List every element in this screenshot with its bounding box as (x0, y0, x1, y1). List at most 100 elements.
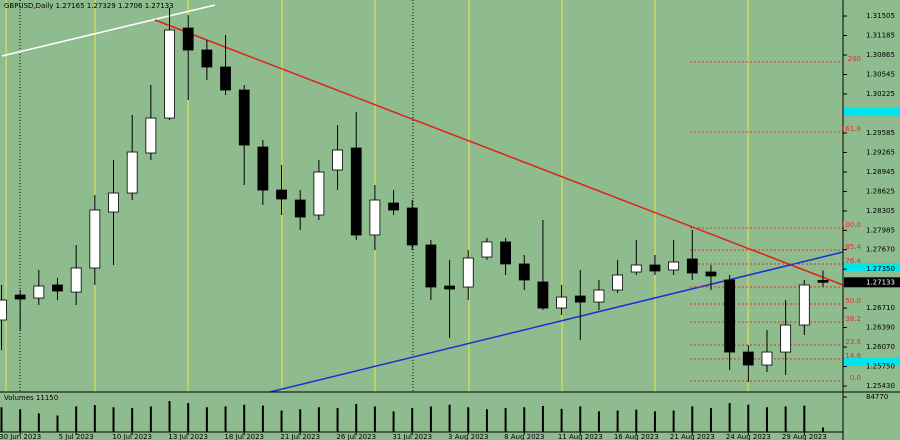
level-marker (844, 358, 900, 366)
fib-label: 161.8 (841, 125, 861, 133)
y-tick-label: 1.30545 (866, 70, 895, 78)
y-tick-label: 1.27985 (866, 226, 895, 234)
candle-body (276, 189, 287, 200)
x-tick-label: 5 Jul 2023 (59, 433, 94, 440)
y-tick-label: 1.28625 (866, 187, 895, 195)
candle-body (294, 199, 306, 218)
y-tick-label: 1.30225 (866, 90, 895, 98)
candle-body (481, 241, 493, 258)
x-tick-label: 3 Aug 2023 (448, 433, 488, 440)
candle-body (89, 209, 101, 269)
candle-body (145, 117, 157, 154)
candle-body (593, 289, 605, 303)
x-tick-label: 21 Jul 2023 (280, 433, 320, 440)
y-tick-label: 1.29585 (866, 129, 895, 137)
y-tick-label: 1.31505 (866, 12, 895, 20)
x-tick-label: 29 Aug 2023 (782, 433, 827, 440)
candle-body (798, 284, 810, 326)
candle-body (705, 271, 717, 277)
x-tick-label: 13 Jul 2023 (168, 433, 208, 440)
y-tick-label: 1.26390 (866, 324, 895, 332)
y-tick-label: 1.27350 (866, 265, 895, 273)
candle-body (182, 27, 194, 51)
candle-body (462, 257, 474, 288)
close: 1.27133 (145, 2, 174, 10)
x-tick-label: 10 Jul 2023 (112, 433, 152, 440)
fib-label: 38.2 (845, 315, 861, 323)
y-tick-label: 1.25750 (866, 363, 895, 371)
price-box-label: 1.27133 (866, 278, 895, 286)
y-tick-label: 1.30865 (866, 51, 895, 59)
candle-body (164, 29, 175, 119)
fib-label: 0.0 (850, 374, 861, 382)
candle-body (70, 267, 82, 293)
fib-label: 76.4 (845, 257, 861, 265)
marks (0, 8, 843, 435)
candle-body (630, 264, 642, 273)
candle-body (238, 89, 250, 146)
x-tick-label: 30 Jun 2023 (0, 433, 41, 440)
candle-body (350, 147, 362, 236)
candle-body (537, 281, 549, 309)
x-tick-label: 24 Aug 2023 (726, 433, 771, 440)
x-tick-label: 21 Aug 2023 (670, 433, 715, 440)
level-marker (844, 263, 900, 271)
x-tick-label: 16 Aug 2023 (614, 433, 659, 440)
fib-label: 14.6 (845, 352, 861, 360)
high: 1.27329 (87, 2, 116, 10)
open: 1.27165 (56, 2, 85, 10)
candle-body (425, 244, 437, 288)
volume-tick-label: 84770 (866, 393, 888, 401)
candle-body (257, 146, 269, 191)
x-tick-label: 26 Jul 2023 (336, 433, 376, 440)
candle-body (388, 202, 399, 211)
y-tick-label: 1.28945 (866, 168, 895, 176)
candle-body (313, 171, 325, 216)
fib-label: 85.4 (845, 243, 861, 251)
candle-body (724, 279, 736, 353)
trendline-white (1, 4, 216, 57)
chart-header: GBPUSD,Daily 1.27165 1.27329 1.2706 1.27… (4, 2, 174, 10)
level-marker (844, 108, 900, 116)
candle-body (369, 199, 381, 236)
y-tick-label: 1.26070 (866, 343, 895, 351)
volume-header: Volumes 11150 (4, 394, 58, 402)
y-tick-label: 1.31185 (866, 32, 895, 40)
y-tick-label: 1.29265 (866, 148, 895, 156)
candle-body (220, 66, 231, 91)
y-tick-label: 1.25430 (866, 382, 895, 390)
candle-body (332, 149, 343, 171)
x-tick-label: 31 Jul 2023 (392, 433, 432, 440)
candle-body (14, 294, 26, 300)
x-tick-label: 8 Aug 2023 (504, 433, 544, 440)
candle-body (500, 241, 511, 265)
trendline-red (154, 19, 844, 286)
fib-label: 200 (848, 55, 861, 63)
fib-label: 23.6 (845, 338, 861, 346)
candle-body (444, 285, 455, 290)
volume-title: Volumes (4, 394, 34, 402)
low: 1.2706 (118, 2, 143, 10)
month-separators (19, 0, 414, 392)
trendline-blue (269, 251, 844, 393)
candle-body (649, 264, 661, 272)
fib-label: 50.0 (845, 297, 861, 305)
candle-body (686, 258, 698, 274)
y-tick-label: 1.27670 (866, 246, 895, 254)
candle-body (817, 279, 829, 283)
volume-current: 11150 (36, 394, 58, 402)
x-tick-label: 11 Aug 2023 (558, 433, 603, 440)
fib-label: 100.0 (841, 221, 861, 229)
price-box (844, 277, 900, 288)
symbol: GBPUSD,Daily (4, 2, 53, 10)
candle-body (52, 284, 63, 292)
x-tick-label: 18 Jul 2023 (224, 433, 264, 440)
candle-body (556, 296, 567, 309)
candle-body (0, 299, 7, 321)
candle-body (780, 324, 792, 353)
candle-body (108, 192, 119, 213)
candle-body (518, 263, 530, 281)
candle-body (668, 261, 680, 271)
